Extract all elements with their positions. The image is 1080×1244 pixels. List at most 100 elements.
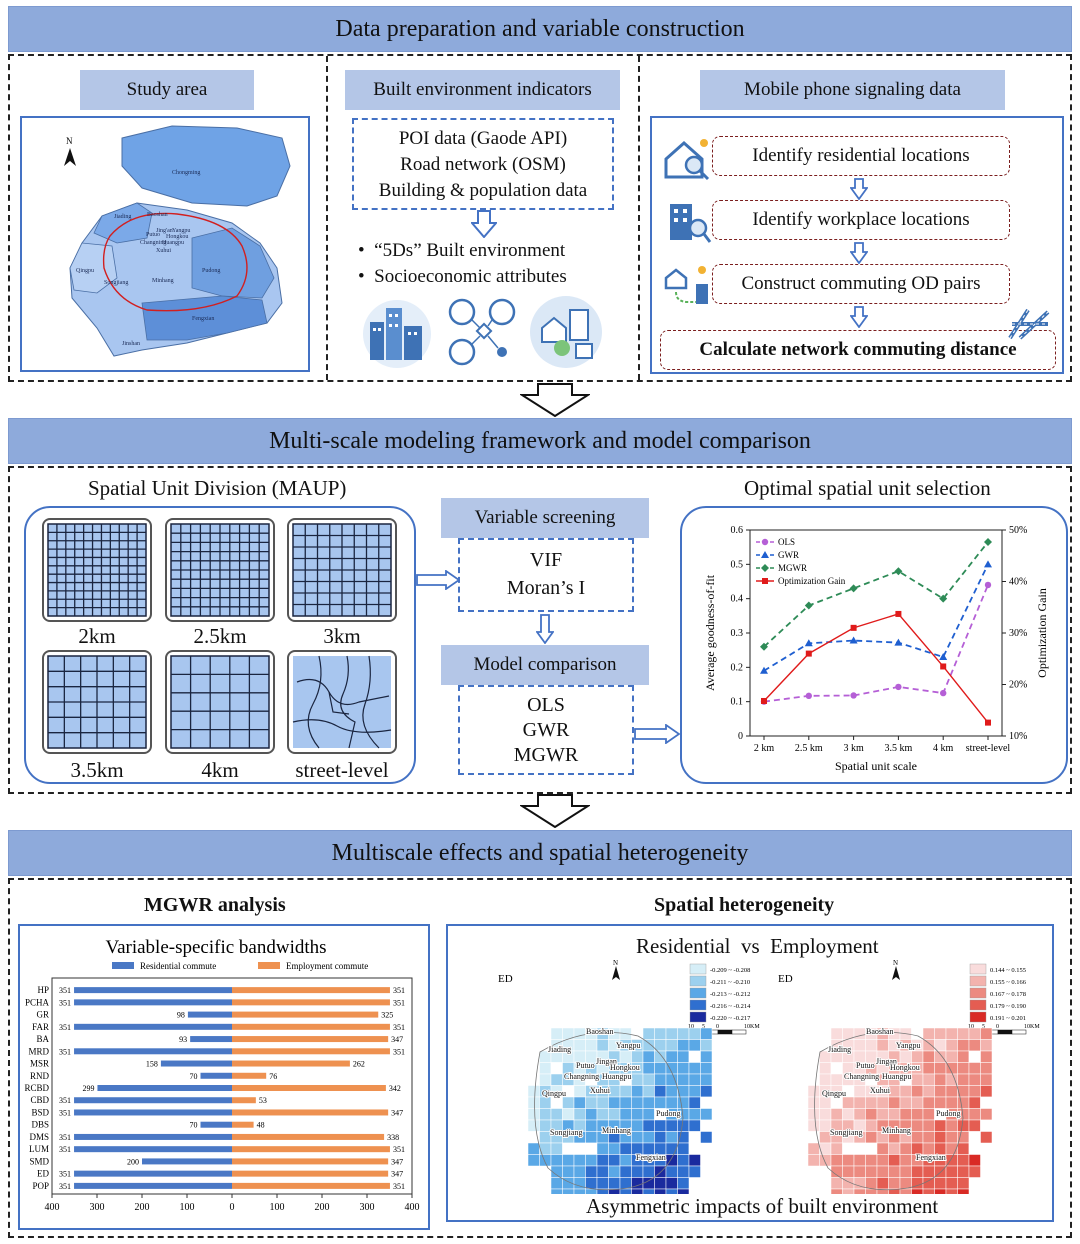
map-grid-cell (876, 1165, 889, 1178)
grid-tile-street (287, 650, 397, 754)
legend-label: Residential commute (140, 961, 216, 971)
map-grid-cell (642, 1177, 655, 1190)
bar-row: RND 70 76 (30, 1071, 277, 1081)
map-grid-cell (888, 1188, 901, 1194)
down-arrow-icon (471, 210, 497, 238)
category-label: RND (30, 1071, 50, 1081)
map-grid-cell (968, 1142, 981, 1155)
mobile-title-text: Mobile phone signaling data (744, 79, 961, 100)
map-grid-cell (957, 1188, 970, 1194)
residential-bar (97, 1085, 232, 1091)
data-point (761, 564, 769, 572)
map-grid-cell (980, 1131, 993, 1144)
legend-label: 0.144 ~ 0.155 (990, 967, 1026, 974)
map-grid-cell (830, 1027, 843, 1040)
map-grid-cell (945, 1096, 958, 1109)
employment-bar (232, 1060, 350, 1067)
map-grid-cell (876, 1039, 889, 1052)
district-label: Pudong (202, 268, 220, 274)
mgwr-analysis-title: MGWR analysis (144, 894, 286, 916)
category-label: CBD (30, 1095, 49, 1105)
category-label: BSD (31, 1107, 49, 1117)
map-grid-cell (665, 1142, 678, 1155)
data-point (761, 697, 767, 704)
map-grid-cell (539, 1096, 552, 1109)
map-grid-cell (911, 1119, 924, 1132)
section1-divider-right (638, 56, 640, 380)
residential-value: 158 (146, 1060, 158, 1069)
map-grid-cell (562, 1142, 575, 1155)
residential-bar (74, 1170, 232, 1177)
map-grid-cell (888, 1165, 901, 1178)
employment-map: ED N 0.144 ~ 0.155 0.155 ~ 0.166 0.167 ~ 0.1… (778, 959, 1040, 1194)
study-area-map-box: N Chongming Jiading Baoshan Yangpu Putuo… (20, 116, 310, 372)
map-grid-cell (830, 1062, 843, 1075)
map-grid-cell (608, 1096, 621, 1109)
study-area-title: Study area (80, 70, 254, 110)
map-grid-cell (865, 1177, 878, 1190)
map-grid-cell (562, 1154, 575, 1167)
map-grid-cell (865, 1039, 878, 1052)
map-grid-cell (585, 1154, 598, 1167)
residential-bar (74, 987, 232, 994)
map-grid-cell (596, 1165, 609, 1178)
map-grid-cell (631, 1177, 644, 1190)
map-grid-cell (957, 1154, 970, 1167)
map-grid-cell (596, 1108, 609, 1121)
category-label: LUM (29, 1144, 49, 1154)
map-grid-cell (642, 1062, 655, 1075)
legend-label: OLS (778, 537, 795, 547)
employment-value: 347 (391, 1170, 403, 1179)
map-grid-cell (642, 1131, 655, 1144)
spatial-division-box (24, 506, 416, 784)
y2-tick-label: 10% (1009, 731, 1027, 742)
legend-swatch (258, 962, 280, 969)
map-grid-cell (631, 1073, 644, 1086)
map-grid-cell (934, 1177, 947, 1190)
map-grid-cell (830, 1177, 843, 1190)
map-grid-cell (865, 1119, 878, 1132)
pudong-area (191, 227, 275, 299)
district-boundary (534, 1032, 684, 1191)
map-grid-cell (957, 1165, 970, 1178)
map-district-label: Huangpu (602, 1072, 631, 1081)
map-grid-cell (865, 1108, 878, 1121)
map-grid-cell (922, 1096, 935, 1109)
map-grid-cell (573, 1085, 586, 1098)
category-label: BA (36, 1034, 49, 1044)
map-grid-cell (550, 1142, 563, 1155)
bar-row: ED 351 347 (37, 1169, 403, 1179)
map-district-label: Minhang (882, 1126, 911, 1135)
map-grid-cell (968, 1108, 981, 1121)
map-grid-cell (980, 1085, 993, 1098)
employment-bar (232, 1036, 389, 1043)
employment-value: 351 (393, 986, 405, 995)
residential-bar (187, 1011, 232, 1018)
map-grid-cell (842, 1165, 855, 1178)
employment-bar (232, 1182, 390, 1189)
map-grid-cell (642, 1073, 655, 1086)
map-grid-cell (899, 1085, 912, 1098)
map-grid-cell (888, 1142, 901, 1155)
map-district-label: Songjiang (550, 1128, 582, 1137)
map-grid-cell (527, 1085, 540, 1098)
map-grid-cell (957, 1050, 970, 1063)
map-grid-cell (911, 1085, 924, 1098)
bandwidth-chart: Variable-specific bandwidths Residential … (24, 937, 419, 1213)
north-label: N (893, 959, 898, 967)
scale-bar-segment (1011, 1029, 1027, 1035)
scale-label-street: street-level (295, 758, 389, 782)
map-grid-cell (550, 1108, 563, 1121)
bar-row: RCBD 299 342 (24, 1083, 400, 1093)
district-label: Hongkou (166, 234, 188, 240)
map-grid-cell (665, 1039, 678, 1052)
series-line (763, 563, 989, 672)
map-grid-cell (842, 1096, 855, 1109)
map-grid-cell (980, 1096, 993, 1109)
map-grid-cell (688, 1027, 701, 1040)
data-point (805, 692, 812, 700)
residential-bar (74, 1023, 232, 1030)
grid-cell-area (47, 523, 147, 617)
north-label: N (613, 959, 618, 967)
built-env-title: Built environment indicators (345, 70, 620, 110)
